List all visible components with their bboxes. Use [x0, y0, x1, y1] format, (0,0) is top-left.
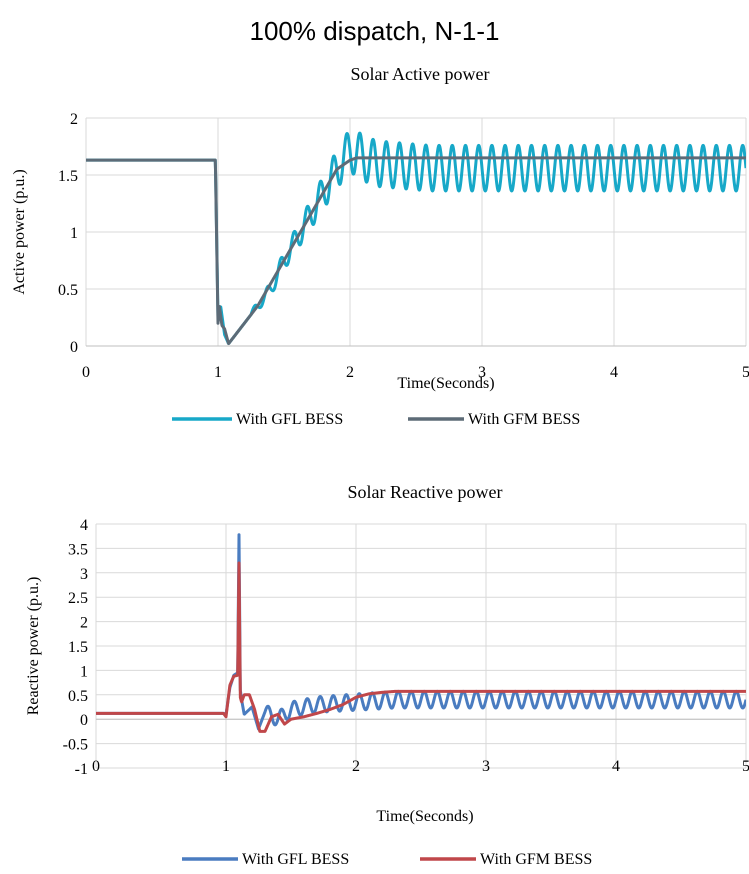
chart1-xtick-label: 4 — [610, 364, 618, 381]
chart2-ytick-label: 3.5 — [68, 541, 88, 558]
chart2-xtick-label: 3 — [482, 758, 490, 775]
chart1-xtick-label: 1 — [214, 364, 222, 381]
chart2-xtick-label: 1 — [222, 758, 230, 775]
chart1-series-line-2 — [86, 156, 746, 346]
chart2-ytick-label: 4 — [80, 517, 88, 534]
chart2-y-axis-title: Reactive power (p.u.) — [25, 577, 42, 716]
chart2-ytick-label: 1 — [80, 663, 88, 680]
chart1-ytick-label: 1 — [70, 225, 78, 242]
chart1-legend-label-1: With GFL BESS — [236, 411, 343, 428]
chart2-legend-label-1: With GFL BESS — [242, 851, 349, 868]
chart2-series-line-1 — [96, 533, 746, 731]
chart2-xtick-label: 4 — [612, 758, 620, 775]
chart1-ytick-label: 2 — [70, 111, 78, 128]
chart2-xtick-label: 5 — [742, 758, 749, 775]
chart2-series-line-2 — [96, 561, 746, 733]
chart1-x-axis-title: Time(Seconds) — [397, 375, 494, 392]
chart1-xtick-label: 3 — [478, 364, 486, 381]
chart2-ytick-label: 3 — [80, 566, 88, 583]
chart2-x-axis-title: Time(Seconds) — [376, 808, 473, 825]
chart2-ytick-label: 0 — [80, 712, 88, 729]
chart2-ytick-label: 0.5 — [68, 688, 88, 705]
chart2-xtick-label: 2 — [352, 758, 360, 775]
chart2-legend-label-2: With GFM BESS — [480, 851, 592, 868]
chart1-ytick-label: 1.5 — [58, 168, 78, 185]
chart1-xtick-label: 5 — [742, 364, 749, 381]
chart1-xtick-label: 0 — [82, 364, 90, 381]
figure-title: 100% dispatch, N-1-1 — [249, 16, 500, 46]
chart2-xtick-label: 0 — [92, 758, 100, 775]
chart1-legend-label-2: With GFM BESS — [468, 411, 580, 428]
chart1-ytick-label: 0.5 — [58, 282, 78, 299]
chart1-series-line-1 — [86, 131, 746, 346]
chart2-ytick-label: 1.5 — [68, 639, 88, 656]
chart1-y-axis-title: Active power (p.u.) — [11, 169, 28, 294]
chart2-ytick-label: 2.5 — [68, 590, 88, 607]
chart2-title: Solar Reactive power — [348, 482, 503, 502]
chart1-ytick-label: 0 — [70, 339, 78, 356]
chart2-ytick-label: -0.5 — [63, 737, 88, 754]
chart2-ytick-label: -1 — [75, 761, 88, 778]
chart1-xtick-label: 2 — [346, 364, 354, 381]
chart1-title: Solar Active power — [351, 64, 490, 84]
chart2-ytick-label: 2 — [80, 615, 88, 632]
